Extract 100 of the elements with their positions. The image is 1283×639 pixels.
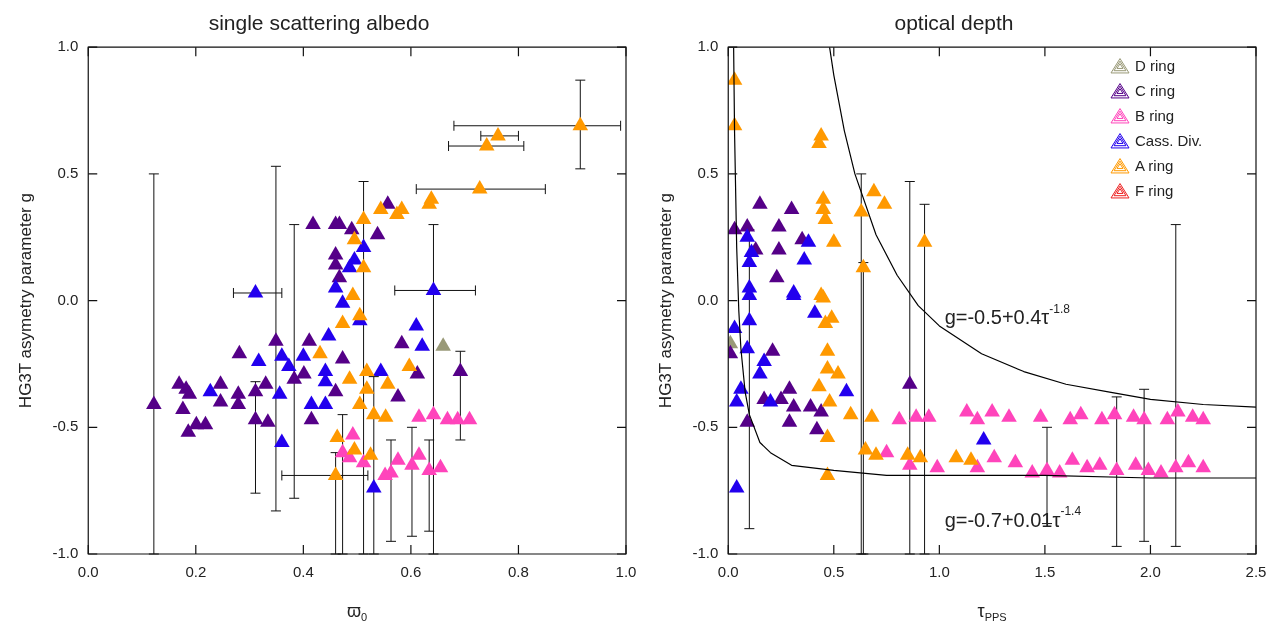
- point: [819, 342, 836, 356]
- point: [303, 395, 320, 409]
- point: [274, 433, 290, 447]
- point: [813, 403, 829, 417]
- point: [355, 238, 372, 252]
- point: [408, 316, 425, 331]
- point: [929, 458, 946, 473]
- point: [432, 458, 449, 473]
- point: [864, 408, 880, 422]
- point: [1195, 458, 1212, 473]
- point: [912, 448, 929, 463]
- point: [230, 385, 247, 399]
- point: [435, 337, 451, 351]
- point: [842, 405, 859, 420]
- point: [800, 233, 817, 247]
- y-axis-title: HG3T asymetry parameter g: [655, 193, 675, 409]
- point: [771, 218, 787, 232]
- point: [781, 413, 798, 427]
- point: [1180, 453, 1197, 468]
- point: [1039, 461, 1055, 475]
- x-tick-label: 1.5: [1034, 563, 1056, 581]
- point: [739, 218, 756, 232]
- point: [345, 286, 361, 301]
- point: [855, 258, 872, 273]
- y-tick-label: -0.5: [692, 417, 719, 435]
- point: [281, 357, 297, 371]
- point: [327, 278, 344, 293]
- point: [334, 314, 351, 328]
- point: [461, 410, 478, 425]
- point: [250, 352, 267, 366]
- point: [785, 398, 802, 412]
- x-tick-label: 0.0: [77, 563, 99, 581]
- legend-label: B ring: [1135, 107, 1175, 125]
- point: [819, 360, 836, 374]
- point: [752, 365, 768, 379]
- point: [471, 180, 488, 194]
- point: [921, 408, 937, 422]
- point: [771, 240, 787, 255]
- x-tick-label: 0.6: [400, 563, 422, 581]
- y-tick-label: 0.0: [57, 290, 79, 308]
- legend-label: D ring: [1135, 57, 1176, 75]
- point: [352, 395, 368, 409]
- point: [1140, 461, 1157, 475]
- point: [1153, 463, 1169, 478]
- point: [959, 403, 975, 417]
- point: [1062, 410, 1079, 425]
- point: [817, 314, 834, 328]
- point: [389, 205, 405, 219]
- point: [741, 311, 758, 326]
- point: [739, 228, 756, 242]
- point: [728, 392, 745, 407]
- point: [821, 392, 838, 407]
- point: [334, 349, 351, 364]
- point: [359, 380, 375, 394]
- y-tick-label: 1.0: [697, 37, 719, 55]
- point: [359, 362, 375, 377]
- point: [175, 400, 191, 415]
- point: [317, 362, 334, 377]
- point: [355, 258, 372, 273]
- point: [899, 446, 916, 460]
- point: [1106, 405, 1123, 420]
- point: [819, 428, 836, 442]
- x-tick-label: 0.5: [823, 563, 845, 581]
- point: [268, 332, 284, 346]
- point: [286, 370, 302, 384]
- x-tick-label: 0.2: [185, 563, 207, 581]
- x-tick-label: 2.0: [1140, 563, 1161, 581]
- point: [739, 339, 756, 354]
- point: [969, 410, 986, 425]
- point: [572, 116, 589, 131]
- point: [341, 258, 358, 273]
- point: [247, 284, 264, 298]
- point: [1195, 410, 1212, 425]
- point: [986, 448, 1003, 463]
- point: [1127, 456, 1144, 470]
- point: [796, 251, 813, 265]
- point: [773, 390, 789, 404]
- point: [366, 405, 382, 420]
- point: [984, 403, 1000, 417]
- point: [1136, 410, 1152, 425]
- point: [449, 410, 466, 425]
- point: [908, 408, 924, 422]
- point: [769, 268, 785, 283]
- point: [853, 202, 870, 217]
- legend-label: F ring: [1135, 182, 1174, 200]
- x-tick-label: 0.8: [508, 563, 529, 581]
- x-tick-label: 0.0: [717, 563, 739, 581]
- point: [975, 430, 992, 445]
- point: [478, 137, 495, 151]
- point: [305, 215, 321, 230]
- point: [260, 413, 276, 427]
- point: [857, 441, 874, 455]
- point: [452, 362, 469, 377]
- point: [320, 327, 337, 341]
- point: [948, 448, 965, 463]
- legend-label: A ring: [1135, 157, 1174, 175]
- point: [1167, 458, 1184, 473]
- point: [963, 451, 979, 465]
- point: [393, 334, 410, 349]
- point: [1064, 451, 1081, 465]
